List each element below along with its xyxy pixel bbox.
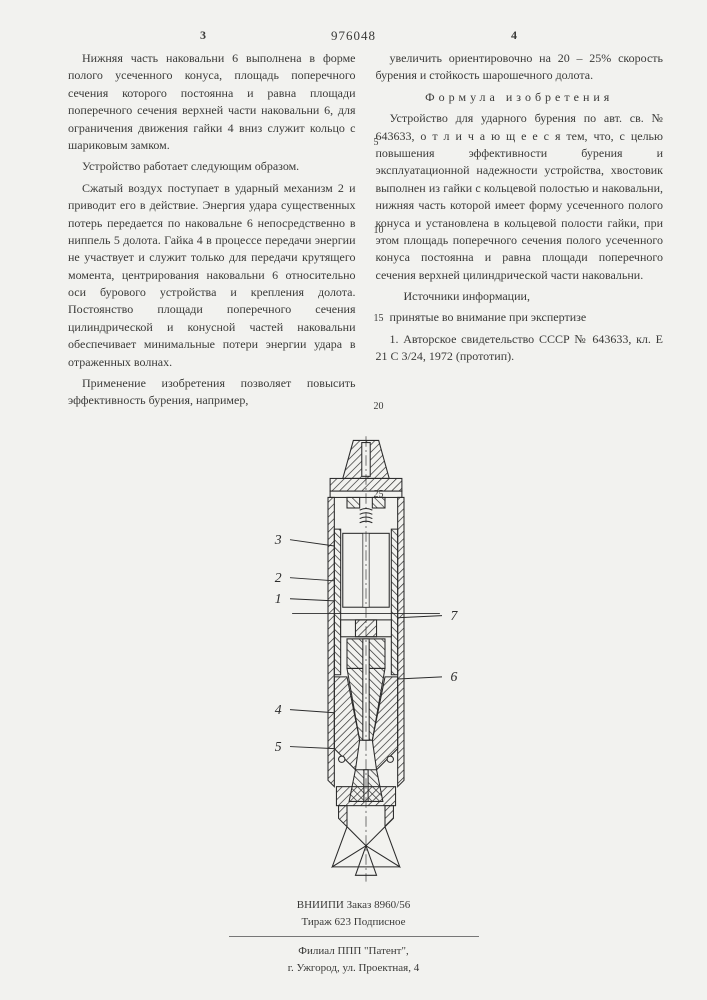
footer-address: г. Ужгород, ул. Проектная, 4 (139, 960, 569, 977)
footer-print-run: Тираж 623 Подписное (139, 914, 569, 931)
svg-text:3: 3 (273, 532, 281, 547)
line-number: 15 (374, 312, 384, 327)
text-columns: 510152025 Нижняя часть наковальни 6 выпо… (68, 50, 663, 414)
figure: 3 2 1 4 5 7 6 (271, 432, 461, 886)
svg-text:2: 2 (274, 570, 281, 585)
left-column: Нижняя часть наковальни 6 выполнена в фо… (68, 50, 356, 414)
svg-text:1: 1 (274, 591, 281, 606)
svg-text:6: 6 (450, 669, 457, 684)
line-number: 20 (374, 400, 384, 415)
footer-order: ВНИИПИ Заказ 8960/56 (139, 897, 569, 914)
formula-title: Формула изобретения (376, 89, 664, 106)
svg-text:4: 4 (274, 702, 281, 717)
paragraph: Применение изобретения позволяет повысит… (68, 375, 356, 410)
paragraph: увеличить ориентировочно на 20 – 25% ско… (376, 50, 664, 85)
footer-branch: Филиал ППП "Патент", (139, 943, 569, 960)
footer-rule (229, 936, 479, 937)
patent-number: 976048 (331, 28, 376, 44)
paragraph: Устройство работает следующим образом. (68, 158, 356, 175)
paragraph: Сжатый воздух поступает в ударный механи… (68, 180, 356, 371)
figure-svg: 3 2 1 4 5 7 6 (271, 432, 461, 886)
line-number: 25 (374, 488, 384, 503)
svg-text:5: 5 (274, 739, 281, 754)
paragraph: Источники информации, (376, 288, 664, 305)
col-number-right: 4 (511, 28, 517, 43)
paragraph: Устройство для ударного бурения по авт. … (376, 110, 664, 284)
svg-text:7: 7 (450, 608, 458, 623)
col-number-left: 3 (200, 28, 206, 43)
line-number: 10 (374, 224, 384, 239)
footer: ВНИИПИ Заказ 8960/56 Тираж 623 Подписное… (139, 897, 569, 976)
right-column: увеличить ориентировочно на 20 – 25% ско… (376, 50, 664, 414)
paragraph: 1. Авторское свидетельство СССР № 643633… (376, 331, 664, 366)
paragraph: принятые во внимание при экспертизе (376, 309, 664, 326)
paragraph: Нижняя часть наковальни 6 выполнена в фо… (68, 50, 356, 154)
line-number: 5 (374, 136, 379, 151)
page: 3 976048 4 510152025 Нижняя часть накова… (0, 0, 707, 886)
